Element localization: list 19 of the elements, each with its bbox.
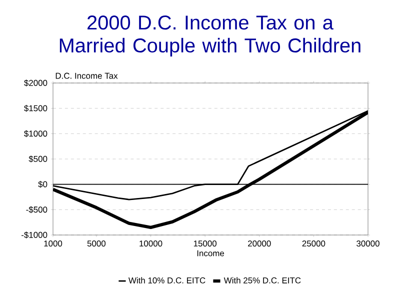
legend-label: With 10% D.C. EITC <box>128 277 206 284</box>
y-tick-label: $500 <box>28 156 48 162</box>
legend-label: With 25% D.C. EITC <box>224 277 301 284</box>
y-tick-label: -$1000 <box>21 232 48 238</box>
chart-title: 2000 D.C. Income Tax on a Married Couple with Two Children <box>60 16 360 56</box>
x-tick-label: 1000 <box>44 240 62 247</box>
y-tick-label: $0 <box>38 180 48 188</box>
x-tick-label: 5000 <box>87 240 106 247</box>
y-axis-title: D.C. Income Tax <box>56 72 118 79</box>
y-tick-label: -$500 <box>26 206 48 214</box>
x-axis-title: Income <box>197 250 224 256</box>
y-tick-label: $1000 <box>24 130 48 138</box>
x-tick-label: 25000 <box>302 240 326 247</box>
y-tick-label: $2000 <box>24 80 48 86</box>
x-tick-label: 30000 <box>356 240 380 247</box>
x-tick-label: 20000 <box>248 240 271 247</box>
y-tick-label: $1500 <box>24 104 48 112</box>
x-tick-label: 10000 <box>140 240 162 247</box>
x-tick-label: 15000 <box>194 240 217 247</box>
